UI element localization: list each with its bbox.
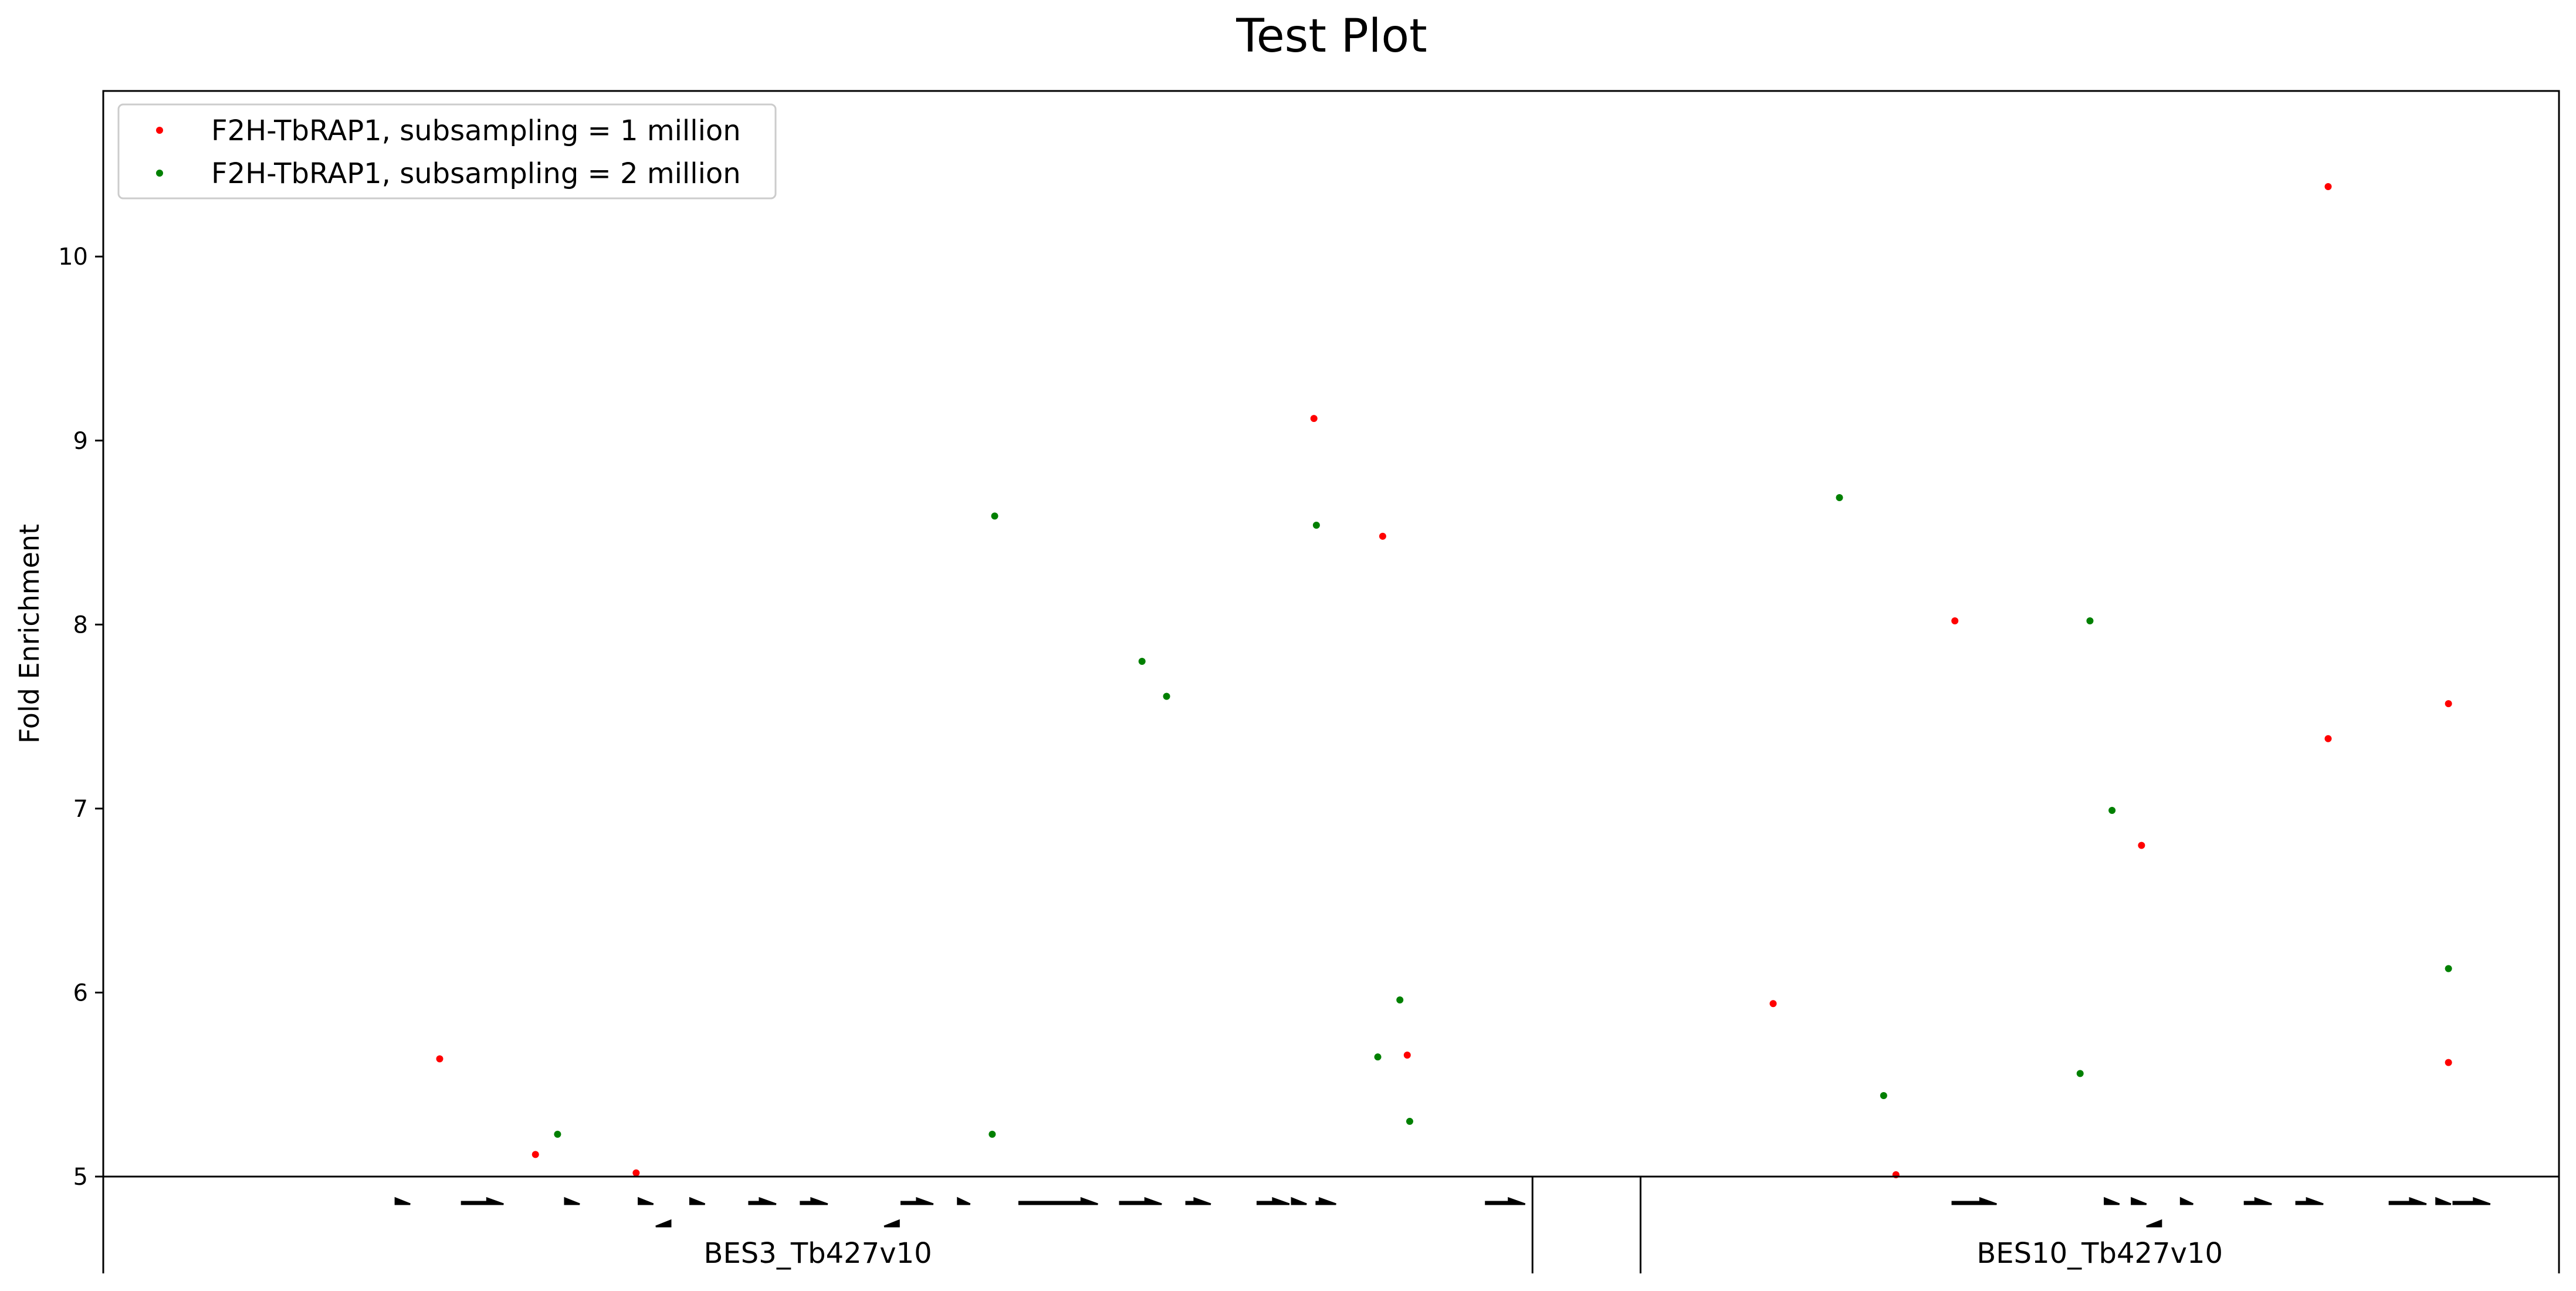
data-point-series-2: [2108, 807, 2116, 815]
data-point-series-1: [2445, 700, 2452, 708]
data-point-series-2: [1163, 692, 1170, 700]
legend: F2H-TbRAP1, subsampling = 1 million F2H-T…: [117, 103, 777, 200]
data-point-series-1: [1769, 1000, 1777, 1008]
gene-arrow: [884, 1219, 900, 1228]
data-point-series-1: [532, 1151, 539, 1158]
legend-label: F2H-TbRAP1, subsampling = 1 million: [211, 114, 741, 147]
gene-arrow: [900, 1197, 934, 1205]
gene-arrow: [1119, 1197, 1162, 1205]
gene-arrow: [1315, 1197, 1336, 1205]
gene-arrow: [2104, 1197, 2120, 1205]
legend-marker: [156, 170, 163, 177]
gene-arrow: [461, 1197, 504, 1205]
gene-arrow: [655, 1219, 672, 1228]
data-points: [436, 183, 2452, 1178]
y-tick-label: 5: [73, 1164, 88, 1191]
data-point-series-2: [554, 1130, 561, 1138]
y-axis-label: Fold Enrichment: [13, 524, 45, 743]
data-point-series-2: [1880, 1092, 1887, 1100]
data-point-series-2: [1374, 1053, 1382, 1061]
gene-arrow: [800, 1197, 828, 1205]
gene-arrow: [2131, 1197, 2147, 1205]
data-point-series-1: [632, 1169, 640, 1177]
data-point-series-2: [1138, 658, 1146, 665]
gene-arrow: [394, 1197, 411, 1205]
gene-arrow: [1951, 1197, 1997, 1205]
gene-arrow: [2435, 1197, 2452, 1205]
data-point-series-2: [1836, 494, 1843, 501]
data-point-series-2: [2086, 617, 2094, 625]
legend-box: [117, 103, 777, 200]
gene-arrow: [2295, 1197, 2324, 1205]
data-point-series-2: [991, 512, 998, 520]
gene-arrow: [1291, 1197, 1307, 1205]
plot-frame: [102, 90, 2560, 1178]
data-point-series-1: [1379, 532, 1386, 540]
data-point-series-1: [1951, 617, 1959, 625]
data-point-series-1: [2324, 735, 2332, 742]
data-point-series-2: [989, 1130, 996, 1138]
data-point-series-1: [436, 1055, 444, 1063]
data-point-series-1: [1403, 1052, 1411, 1059]
data-point-series-2: [1406, 1117, 1413, 1125]
y-tick-label: 10: [58, 244, 88, 271]
data-point-series-2: [2076, 1070, 2084, 1077]
gene-arrow: [2452, 1197, 2491, 1205]
gene-arrow: [2243, 1197, 2272, 1205]
gene-arrow: [2388, 1197, 2427, 1205]
y-tick-label: 6: [73, 979, 88, 1006]
y-tick-label: 9: [73, 428, 88, 455]
gene-arrow: [689, 1197, 706, 1205]
chart-title: Test Plot: [1235, 10, 1427, 63]
gene-arrow: [1485, 1197, 1526, 1205]
y-axis-ticks: 5 6 7 8 9 10: [58, 244, 103, 1191]
gene-arrow: [2146, 1219, 2162, 1228]
gene-arrow: [957, 1197, 971, 1205]
data-point-series-1: [1310, 415, 1318, 423]
region-label: BES3_Tb427v10: [704, 1237, 932, 1270]
data-point-series-1: [2324, 183, 2332, 191]
gene-track: [394, 1197, 2491, 1228]
data-point-series-1: [2138, 841, 2145, 849]
legend-marker: [156, 127, 163, 134]
data-point-series-2: [1312, 522, 1320, 529]
gene-arrow: [2179, 1197, 2194, 1205]
gene-arrow: [638, 1197, 654, 1205]
gene-arrow: [748, 1197, 777, 1205]
data-point-series-2: [1396, 996, 1404, 1003]
data-point-series-1: [2445, 1059, 2452, 1066]
gene-arrow: [1256, 1197, 1290, 1205]
data-point-series-2: [2445, 965, 2452, 972]
region-label: BES10_Tb427v10: [1976, 1237, 2223, 1270]
y-tick-label: 8: [73, 611, 88, 638]
region-track: BES3_Tb427v10 BES10_Tb427v10: [102, 1175, 2560, 1273]
gene-arrow: [1185, 1197, 1211, 1205]
gene-arrow: [564, 1197, 580, 1205]
y-tick-label: 7: [73, 796, 88, 823]
gene-arrow: [1018, 1197, 1098, 1205]
legend-label: F2H-TbRAP1, subsampling = 2 million: [211, 157, 741, 190]
